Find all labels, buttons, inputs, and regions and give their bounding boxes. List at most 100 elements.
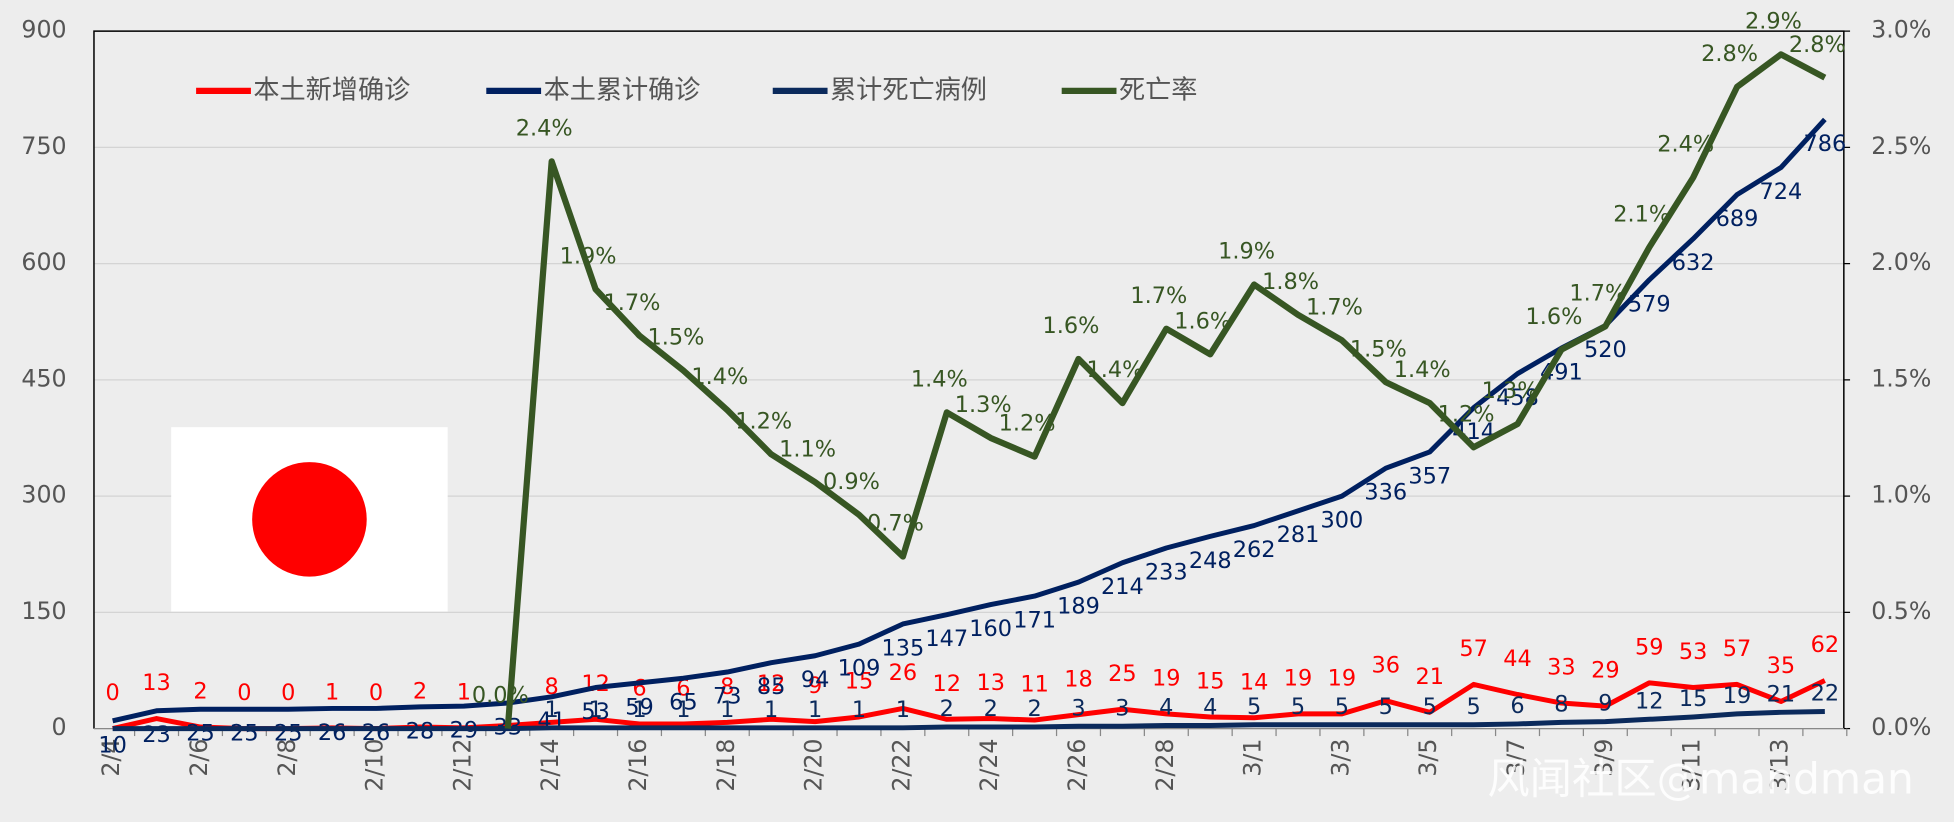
data-label: 1 bbox=[325, 679, 339, 705]
data-label: 6 bbox=[1510, 693, 1524, 719]
series-line bbox=[112, 709, 1825, 732]
data-label: 2.8% bbox=[1789, 32, 1846, 58]
y-tick-label: 0 bbox=[52, 713, 67, 741]
plot-border bbox=[93, 30, 1845, 729]
data-label: 579 bbox=[1628, 291, 1671, 317]
data-label: 1 bbox=[808, 697, 822, 723]
data-label: 1.7% bbox=[604, 290, 661, 316]
data-label: 25 bbox=[230, 721, 259, 747]
x-tick-label: 2/16 bbox=[624, 739, 652, 792]
data-label: 26 bbox=[889, 660, 918, 686]
data-label: 53 bbox=[1679, 639, 1708, 665]
data-label: 29 bbox=[1591, 658, 1620, 684]
data-label: 2 bbox=[984, 696, 998, 722]
data-label: 15 bbox=[1196, 669, 1225, 695]
x-tick-label: 3/5 bbox=[1414, 739, 1442, 777]
data-label: 57 bbox=[1459, 636, 1488, 662]
data-label: 0 bbox=[369, 680, 383, 706]
data-label: 21 bbox=[1767, 681, 1796, 707]
data-label: 1.7% bbox=[1306, 294, 1363, 320]
data-label: 2 bbox=[413, 679, 427, 705]
data-label: 1.5% bbox=[1350, 336, 1407, 362]
data-label: 12 bbox=[1635, 688, 1664, 714]
data-label: 9 bbox=[808, 673, 822, 699]
legend-label: 死亡率 bbox=[1119, 75, 1197, 105]
data-label: 6 bbox=[676, 676, 690, 702]
data-label: 1.1% bbox=[779, 436, 836, 462]
x-tick-label: 3/7 bbox=[1502, 739, 1530, 777]
series-line bbox=[112, 117, 1827, 724]
data-label: 2.1% bbox=[1613, 201, 1670, 227]
x-tick-label: 2/8 bbox=[273, 739, 301, 777]
data-label: 44 bbox=[1503, 646, 1532, 672]
x-tick-label: 2/6 bbox=[185, 739, 213, 777]
data-label: 1.4% bbox=[911, 367, 968, 393]
data-label: 1 bbox=[764, 697, 778, 723]
data-label: 135 bbox=[882, 635, 925, 661]
data-label: 57 bbox=[1723, 636, 1752, 662]
data-label: 1 bbox=[852, 697, 866, 723]
y-tick-label: 900 bbox=[21, 16, 66, 44]
x-tick-label: 2/22 bbox=[887, 739, 915, 792]
data-label: 1.7% bbox=[1569, 281, 1626, 307]
data-label: 1.5% bbox=[647, 325, 704, 351]
data-label: 53 bbox=[581, 699, 610, 725]
data-label: 13 bbox=[142, 670, 171, 696]
data-label: 36 bbox=[1372, 652, 1401, 678]
data-label: 2.4% bbox=[1657, 132, 1714, 158]
data-label: 21 bbox=[1415, 664, 1444, 690]
data-label: 19 bbox=[1723, 683, 1752, 709]
data-label: 0.7% bbox=[867, 511, 924, 537]
data-label: 5 bbox=[1291, 694, 1305, 720]
data-label: 520 bbox=[1584, 337, 1627, 363]
y2-tick-label: 2.5% bbox=[1871, 132, 1931, 160]
data-label: 1.2% bbox=[735, 408, 792, 434]
data-label: 357 bbox=[1408, 463, 1451, 489]
data-label: 0.9% bbox=[823, 469, 880, 495]
data-label: 1 bbox=[676, 697, 690, 723]
data-label: 336 bbox=[1364, 480, 1407, 506]
data-label: 25 bbox=[186, 721, 215, 747]
y-tick-label: 450 bbox=[21, 364, 66, 392]
x-tick-label: 2/14 bbox=[536, 739, 564, 792]
x-tick-label: 3/13 bbox=[1765, 739, 1793, 792]
data-label: 19 bbox=[1152, 665, 1181, 691]
x-tick-label: 2/24 bbox=[975, 739, 1003, 792]
y2-tick-label: 3.0% bbox=[1871, 16, 1931, 44]
data-label: 5 bbox=[1247, 694, 1261, 720]
data-label: 25 bbox=[1108, 661, 1137, 687]
data-label: 189 bbox=[1057, 594, 1100, 620]
x-tick-label: 2/10 bbox=[361, 739, 389, 792]
flag-sun bbox=[252, 462, 367, 577]
watermark: 风闻社区@mandman bbox=[1487, 755, 1914, 804]
data-label: 18 bbox=[1064, 666, 1093, 692]
data-label: 12 bbox=[933, 671, 962, 697]
y2-tick-label: 2.0% bbox=[1871, 248, 1931, 276]
data-label: 0 bbox=[106, 680, 120, 706]
data-label: 94 bbox=[801, 667, 830, 693]
x-tick-label: 3/1 bbox=[1239, 739, 1267, 777]
data-label: 10 bbox=[98, 732, 127, 758]
x-tick-label: 2/4 bbox=[97, 739, 125, 777]
y2-tick-label: 0.5% bbox=[1871, 597, 1931, 625]
x-tick-label: 3/3 bbox=[1326, 739, 1354, 777]
x-tick-label: 2/26 bbox=[1063, 739, 1091, 792]
x-tick-label: 2/28 bbox=[1151, 739, 1179, 792]
y-tick-label: 750 bbox=[21, 132, 66, 160]
data-label: 4 bbox=[1159, 695, 1173, 721]
data-label: 62 bbox=[1811, 632, 1840, 658]
data-label: 5 bbox=[1423, 694, 1437, 720]
data-label: 1 bbox=[896, 697, 910, 723]
data-label: 0 bbox=[237, 680, 251, 706]
data-label: 689 bbox=[1716, 206, 1759, 232]
data-label: 4 bbox=[1203, 695, 1217, 721]
data-label: 3 bbox=[1115, 695, 1129, 721]
legend-label: 累计死亡病例 bbox=[830, 75, 987, 105]
data-label: 1 bbox=[632, 697, 646, 723]
data-label: 5 bbox=[1466, 694, 1480, 720]
data-label: 13 bbox=[976, 670, 1005, 696]
data-label: 1 bbox=[457, 679, 471, 705]
data-label: 300 bbox=[1321, 508, 1364, 534]
data-label: 160 bbox=[969, 616, 1012, 642]
